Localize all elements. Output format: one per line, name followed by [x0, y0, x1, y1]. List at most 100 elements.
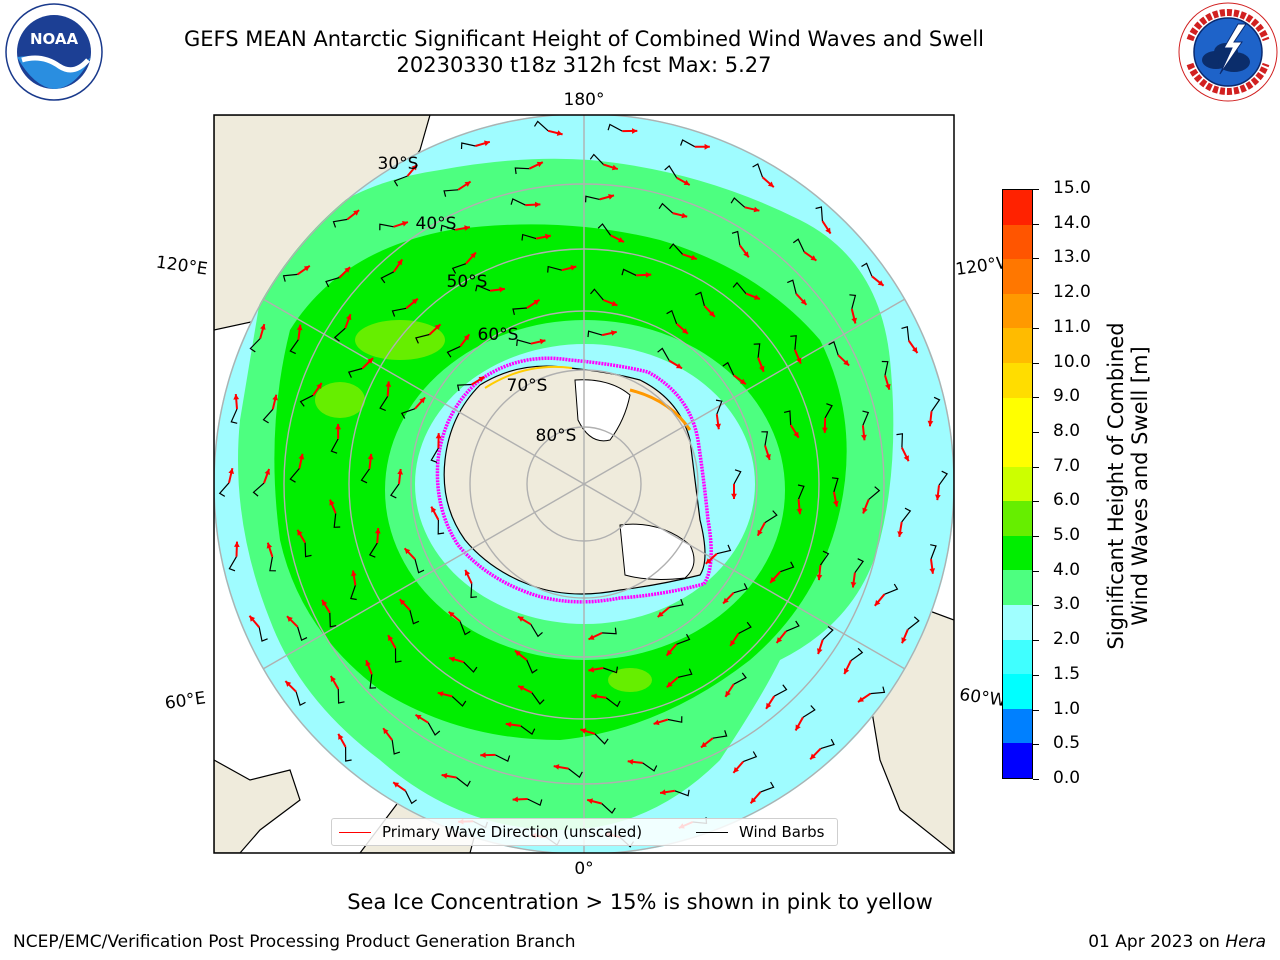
- colorbar-tick-label: 9.0: [1053, 386, 1081, 407]
- wind-barb: [415, 333, 430, 344]
- wave-direction-arrow: [437, 691, 453, 698]
- wind-barb: [437, 519, 445, 535]
- wind-barb: [590, 288, 604, 301]
- wind-barb: [329, 612, 337, 628]
- colorbar-tick-label: 5.0: [1053, 525, 1081, 546]
- wave-direction-arrow: [296, 529, 306, 544]
- lat-label-30s: 30°S: [378, 154, 419, 174]
- wave-direction-arrow: [745, 292, 761, 301]
- wave-direction-arrow: [375, 528, 381, 544]
- colorbar-tick-mark: [1033, 189, 1039, 190]
- wind-barb: [674, 789, 690, 797]
- colorbar-tick-label: 4.0: [1053, 559, 1081, 580]
- wave-direction-arrows: [228, 128, 941, 839]
- wave-direction-arrow: [441, 773, 457, 779]
- wind-barb: [332, 218, 348, 228]
- wind-barb: [299, 394, 314, 407]
- wave-direction-arrow: [703, 305, 716, 318]
- wave-direction-arrow: [457, 180, 472, 191]
- wave-direction-arrow: [901, 629, 909, 644]
- wave-direction-arrow: [850, 572, 857, 588]
- wave-direction-arrow: [259, 323, 266, 339]
- wave-direction-arrow: [603, 163, 619, 171]
- wave-direction-arrow: [525, 201, 541, 208]
- colorbar-tick-label: 10.0: [1053, 351, 1091, 372]
- wind-barb: [730, 197, 746, 208]
- wave-direction-arrow: [392, 781, 407, 792]
- colorbar-segment: [1003, 293, 1032, 329]
- wave-direction-arrow: [901, 447, 910, 462]
- wave-direction-arrow: [528, 161, 544, 170]
- wave-direction-arrow: [329, 499, 337, 514]
- wave-direction-arrow: [367, 453, 374, 469]
- wave-direction-arrow: [874, 593, 886, 607]
- wind-barb: [884, 583, 899, 595]
- wind-barb: [451, 263, 467, 274]
- wave-direction-arrow: [233, 394, 240, 410]
- wind-barb: [738, 621, 752, 635]
- wave-direction-arrow: [676, 176, 691, 186]
- wind-barb: [325, 277, 340, 288]
- wave-direction-arrow: [455, 225, 471, 231]
- colorbar-label-line2: Wind Waves and Swell [m]: [1128, 346, 1152, 626]
- wave-direction-arrow: [862, 499, 870, 514]
- wave-direction-arrow: [505, 721, 521, 728]
- wind-barb: [603, 666, 618, 674]
- colorbar-tick-label: 11.0: [1053, 316, 1091, 337]
- wind-barb: [547, 265, 562, 273]
- wind-barb: [828, 341, 839, 356]
- wave-direction-arrow: [517, 685, 533, 694]
- wind-barb: [881, 360, 889, 376]
- wind-barb: [669, 243, 684, 255]
- wave-direction-arrow: [329, 675, 340, 690]
- wind-barb: [369, 674, 377, 689]
- wind-barb: [831, 477, 839, 493]
- wind-barb: [427, 722, 441, 736]
- wind-barb: [731, 230, 741, 246]
- wave-direction-arrow: [817, 639, 824, 655]
- colorbar-tick-label: 1.0: [1053, 698, 1081, 719]
- wave-direction-arrow: [296, 324, 303, 340]
- wave-direction-arrow: [601, 330, 617, 337]
- wave-direction-arrow: [365, 659, 373, 675]
- wave-direction-arrow: [764, 445, 771, 461]
- wind-barb: [495, 754, 511, 763]
- colorbar-tick-mark: [1033, 397, 1039, 399]
- wave-direction-arrow: [248, 615, 260, 628]
- wind-barb: [587, 330, 603, 338]
- wind-barb: [430, 447, 439, 463]
- wind-barb: [530, 623, 543, 638]
- wave-direction-arrow: [414, 713, 429, 724]
- legend-wind-barbs-swatch: [696, 832, 728, 833]
- wave-direction-arrow: [547, 129, 563, 136]
- wind-barb: [347, 367, 363, 378]
- wave-direction-arrow: [296, 264, 311, 276]
- wind-barb: [230, 408, 238, 424]
- wind-barb: [676, 633, 691, 645]
- wind-barb: [594, 733, 609, 745]
- wave-direction-arrow: [775, 630, 787, 644]
- wave-direction-arrow: [843, 660, 852, 675]
- wind-barb: [792, 238, 805, 253]
- wave-direction-arrow: [666, 676, 679, 689]
- wave-direction-arrow: [588, 631, 603, 641]
- wind-barb: [722, 361, 735, 376]
- wind-barb: [252, 482, 265, 497]
- colorbar-tick-mark: [1033, 431, 1039, 433]
- colorbar-tick-label: 15.0: [1053, 178, 1091, 198]
- wave-direction-arrow: [636, 272, 652, 278]
- wind-barb: [820, 738, 835, 750]
- wind-barb: [520, 725, 536, 736]
- wind-barb: [389, 483, 400, 499]
- wave-direction-arrow: [298, 453, 305, 469]
- wind-barb: [289, 339, 299, 355]
- wind-barb: [657, 347, 670, 361]
- wave-direction-arrow: [738, 244, 750, 258]
- wave-direction-arrow: [228, 467, 234, 484]
- wave-direction-arrow: [530, 338, 546, 345]
- chart-title: GEFS MEAN Antarctic Significant Height o…: [183, 27, 985, 51]
- wind-barb: [333, 513, 341, 528]
- wave-direction-arrow: [756, 522, 766, 537]
- wave-direction-arrow: [722, 592, 735, 605]
- colorbar-segment: [1003, 674, 1032, 709]
